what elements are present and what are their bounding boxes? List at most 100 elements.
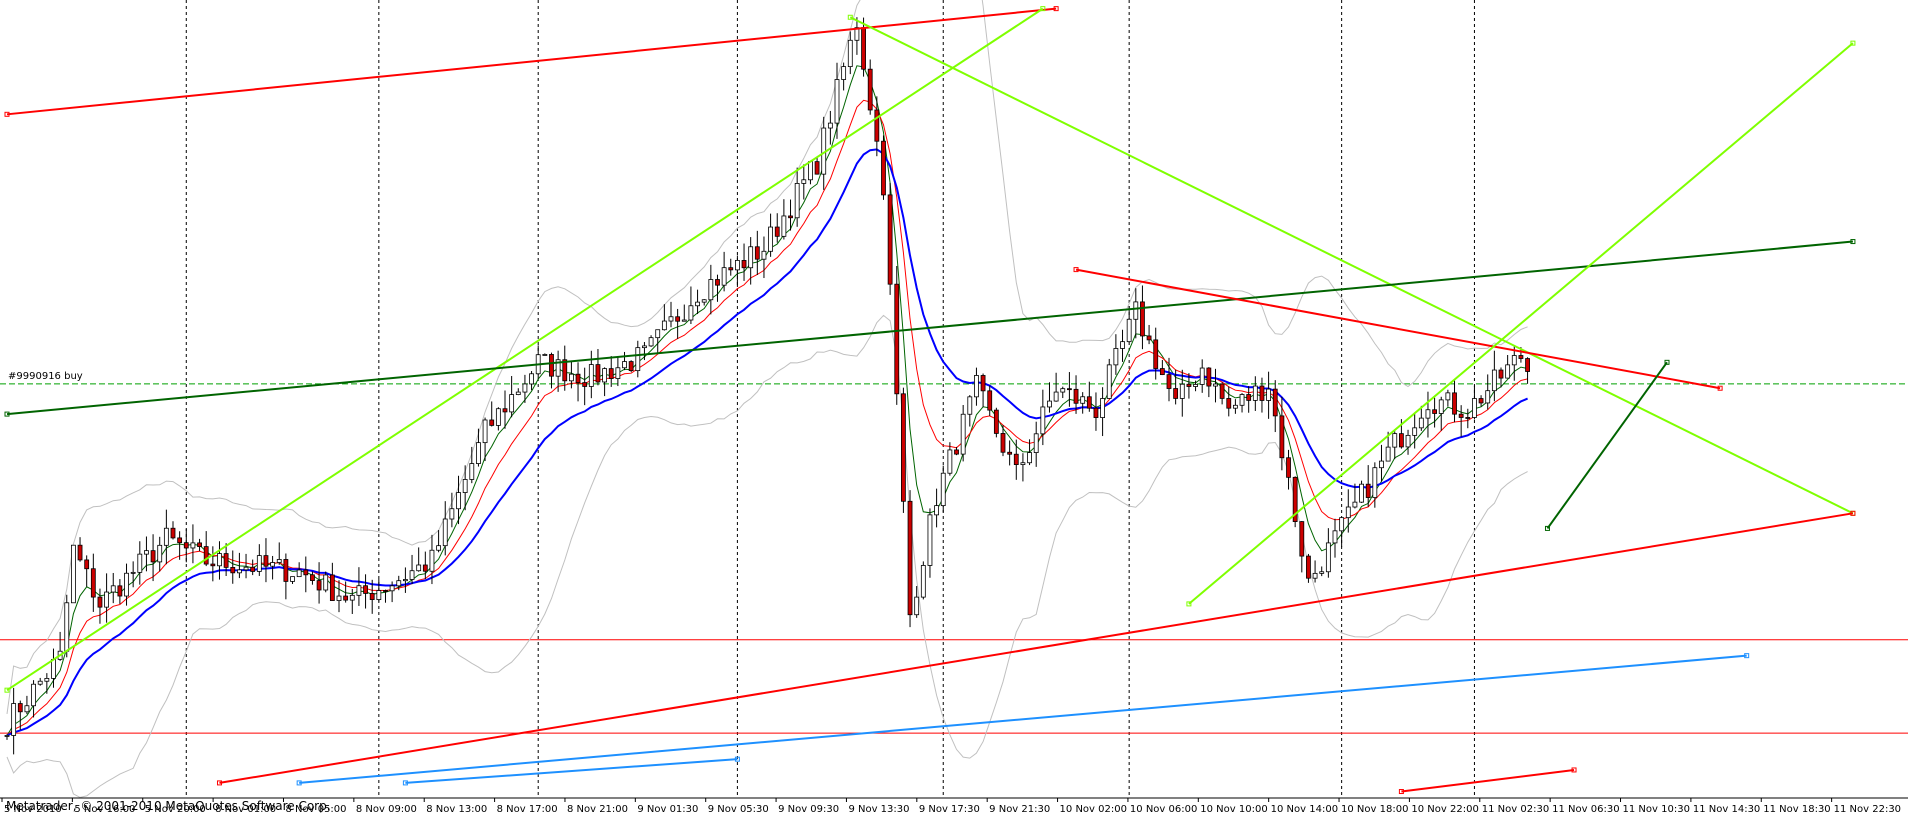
candle (157, 536, 163, 572)
time-tick-label: 5 Nov 2010 (4, 804, 62, 813)
candle-body (529, 373, 534, 385)
candle (655, 329, 661, 354)
candle-body (1432, 409, 1437, 414)
candle (954, 446, 959, 456)
candle (1213, 368, 1218, 403)
candle-body (363, 585, 368, 594)
time-tick-label: 8 Nov 05:00 (285, 804, 346, 813)
time-tick-label: 8 Nov 13:00 (426, 804, 487, 813)
candle-body (774, 226, 780, 237)
candle-body (1219, 383, 1225, 399)
candle (1027, 439, 1032, 466)
trendline-blue[interactable] (405, 758, 738, 784)
trendline-red[interactable] (1401, 768, 1575, 793)
candle-body (436, 545, 442, 551)
candle (781, 199, 787, 240)
candle (1113, 334, 1119, 375)
candle-body (1020, 462, 1026, 465)
time-tick-label: 9 Nov 09:30 (778, 804, 839, 813)
trendline-dark-green[interactable] (1546, 361, 1668, 529)
trendline-red[interactable] (1075, 268, 1721, 390)
candle-body (661, 320, 667, 331)
trendlines[interactable] (4, 6, 1856, 795)
trendline-anchor (402, 780, 408, 786)
candle-body (960, 413, 966, 455)
candle-body (223, 553, 229, 568)
candle-body (1213, 383, 1218, 387)
candle (1080, 392, 1086, 414)
candle-body (1345, 506, 1351, 519)
candle-body (456, 492, 461, 510)
candle (1179, 369, 1185, 417)
candle-body (1179, 383, 1185, 399)
candle-body (124, 572, 129, 597)
candle-body (1485, 390, 1491, 404)
candle-body (854, 27, 860, 41)
candle (117, 579, 123, 604)
candle (124, 563, 129, 606)
candle (1093, 392, 1099, 431)
candle (1491, 350, 1497, 402)
trendline-lime[interactable] (1188, 42, 1854, 605)
candle (1159, 360, 1165, 376)
candle-body (1438, 399, 1444, 414)
candle (1425, 391, 1431, 438)
candle-body (210, 563, 216, 567)
trendline-red[interactable] (219, 512, 1854, 784)
candle-body (323, 574, 329, 591)
candle (874, 96, 880, 157)
candle (369, 579, 375, 614)
candle-body (343, 595, 349, 601)
candle-body (90, 568, 96, 598)
candle-body (549, 354, 554, 377)
candle (363, 574, 368, 609)
candle (256, 544, 262, 576)
trendline-red[interactable] (6, 7, 1057, 116)
candle (502, 390, 508, 429)
trendline-lime[interactable] (849, 16, 1854, 515)
candle-body (1106, 364, 1112, 399)
candle-body (203, 546, 209, 565)
trendline-dark-green[interactable] (6, 240, 1854, 416)
candle (4, 734, 10, 740)
candle (1233, 399, 1238, 414)
candle (1252, 376, 1258, 411)
trendline-anchor (1053, 6, 1059, 12)
candle-body (628, 361, 634, 372)
candle-body (376, 590, 382, 601)
candle-body (555, 359, 561, 377)
candle-body (1445, 392, 1451, 401)
candle-body (1266, 388, 1271, 401)
candle (801, 164, 807, 200)
candle-body (974, 375, 979, 398)
candle-body (1418, 417, 1424, 429)
candle (1365, 465, 1371, 507)
trendline-blue[interactable] (299, 654, 1747, 784)
candle (1007, 440, 1013, 466)
candle (515, 388, 521, 396)
candle (495, 407, 501, 431)
candle (416, 547, 422, 572)
trendline-lime[interactable] (6, 7, 1044, 691)
candle-body (1067, 388, 1072, 391)
candle-body (183, 542, 189, 549)
candle-body (608, 368, 614, 379)
candle (1498, 367, 1504, 388)
candle-body (635, 347, 641, 372)
candle-body (827, 122, 833, 129)
candle (24, 695, 30, 715)
candle-body (1306, 555, 1311, 579)
candle (236, 552, 242, 579)
candle (648, 335, 654, 347)
time-tick-label: 9 Nov 17:30 (919, 804, 980, 813)
candle (190, 524, 196, 564)
candle-body (1379, 460, 1384, 469)
candle (77, 537, 83, 562)
candle-body (449, 508, 455, 520)
candle (422, 551, 428, 580)
candle (456, 475, 461, 525)
candle (562, 345, 568, 391)
candle (44, 673, 50, 694)
candle-body (1100, 398, 1105, 418)
